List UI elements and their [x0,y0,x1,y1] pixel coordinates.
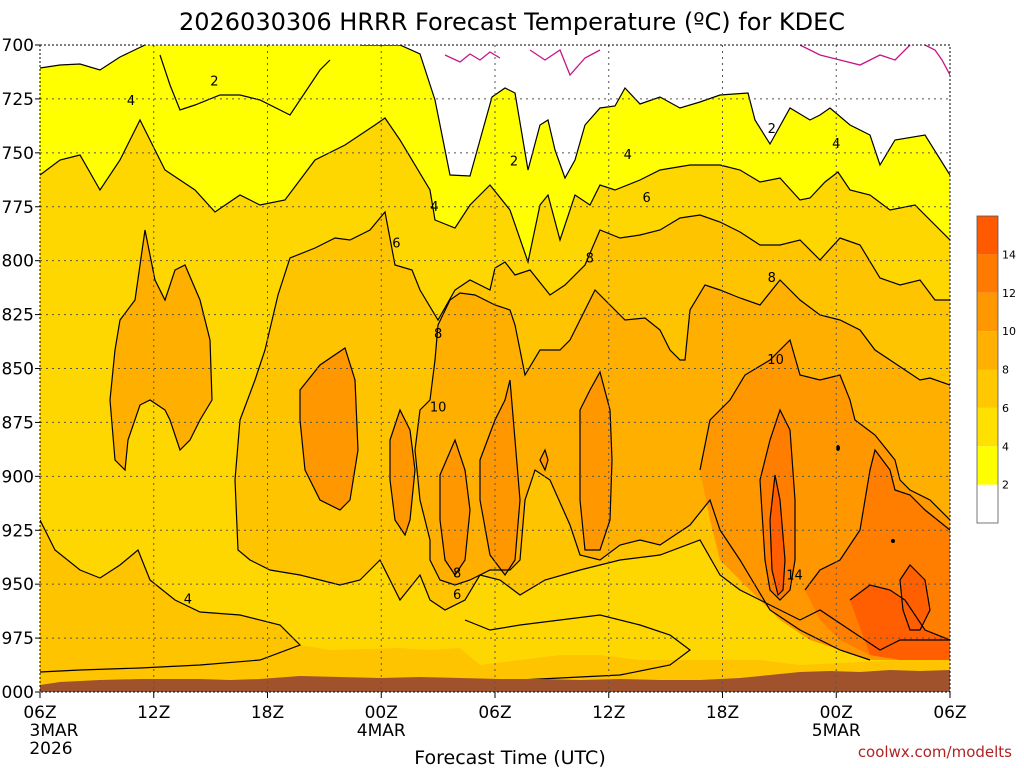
colorbar-label: 8 [1002,364,1009,377]
x-tick-label: 06Z [933,703,966,723]
colorbar-label: 6 [1002,402,1009,415]
colorbar-swatch [977,254,998,293]
contour-label: 14 [786,569,803,584]
colorbar-label: 14 [1002,248,1016,261]
y-tick-label: 925 [2,521,34,541]
contour-label: 4 [127,94,135,109]
contour-label: 2 [510,154,518,169]
contour-label: 4 [624,148,632,163]
y-tick-label: 1000 [0,683,34,703]
contour-line-4 [40,117,950,265]
y-tick-label: 825 [2,306,34,326]
freezing-contour [444,45,950,77]
x-tick-date: 5MAR [812,721,861,741]
colorbar-label: 2 [1002,479,1009,492]
y-tick-label: 900 [2,467,34,487]
contour-line-10c [439,438,471,577]
y-tick-label: 875 [2,413,34,433]
contour-line-12b [804,448,950,591]
freezing-contour-d [924,45,950,76]
contour-labels: 2 4 2 4 2 4 4 6 6 8 8 8 10 10 8 6 14 4 [127,75,841,608]
x-tick-label: 00Z [365,703,398,723]
contour-line-14c [849,584,950,641]
contour-line-10e [539,448,549,472]
y-tick-label: 775 [2,198,34,218]
contour-line-10a [299,347,359,511]
colorbar-label: 12 [1002,287,1016,300]
contour-label: 8 [768,271,776,286]
colorbar-swatch [977,484,998,523]
contour-line-4-lower [40,519,302,673]
colorbar-swatch [977,216,998,255]
colorbar-label: 10 [1002,325,1016,338]
contour-label: 8 [434,327,442,342]
colorbar-swatch [977,331,998,370]
contour-label: 10 [767,353,784,368]
x-tick-label: 12Z [592,703,625,723]
contour-label: 6 [453,588,461,603]
contour-lines [40,45,950,681]
contour-label: 4 [430,200,438,215]
contour-dot-a [836,445,840,451]
x-tick-label: 06Z [23,703,56,723]
contour-line-10f [579,370,613,551]
colorbar-swatch [977,292,998,332]
y-tick-label: 700 [2,36,34,56]
contour-dot-b [891,539,895,543]
contour-line-6-lower [464,614,691,681]
colorbar: 2 4 6 8 10 12 14 [976,215,1016,524]
freezing-contour-b [529,49,601,77]
colorbar-label: 4 [1002,440,1009,453]
y-tick-label: 750 [2,144,34,164]
contour-line-10g [699,338,950,521]
x-tick-label: 18Z [706,703,739,723]
chart-title: 2026030306 HRRR Forecast Temperature (ºC… [179,8,845,36]
plot-area [40,45,950,692]
contour-line-6 [234,210,950,651]
contour-line-14b [899,564,931,631]
contour-line-2 [40,45,950,180]
contour-label: 4 [832,137,840,152]
y-tick-label: 950 [2,575,34,595]
contour-label: 10 [430,400,447,415]
y-tick-label: 725 [2,90,34,110]
x-tick-date: 4MAR [357,721,406,741]
colorbar-swatch [977,407,998,447]
freezing-contour-c [799,45,911,66]
contour-label: 2 [768,122,776,137]
contour-line-10b [389,408,416,537]
colorbar-frame [976,215,999,524]
contour-label: 6 [392,236,400,251]
y-axis: 700 725 750 775 800 825 850 875 900 925 950 975 1000 [0,36,40,703]
y-tick-label: 975 [2,629,34,649]
x-tick-label: 00Z [820,703,853,723]
contour-line-12a [759,408,796,601]
contour-line-14a [769,474,786,597]
colorbar-swatch [977,369,998,408]
contour-line-8 [414,279,950,661]
y-tick-label: 800 [2,252,34,272]
gridlines [40,45,950,692]
x-tick-date: 3MAR [30,721,79,741]
contour-label: 4 [184,592,192,607]
colorbar-swatch [977,446,998,485]
freezing-contour-a [444,51,501,63]
contour-label: 8 [586,252,594,267]
contour-label: 6 [643,191,651,206]
contour-line-10d [479,379,521,577]
y-tick-label: 850 [2,360,34,380]
band-above-14 [770,475,950,660]
contour-label: 8 [453,566,461,581]
x-tick-label: 06Z [478,703,511,723]
x-axis-label: Forecast Time (UTC) [414,747,605,768]
credit-text: coolwx.com/modelts [858,743,1012,761]
contour-line-8-left [109,229,213,472]
x-tick-label: 12Z [137,703,170,723]
x-tick-label: 18Z [251,703,284,723]
x-tick-year: 2026 [29,739,72,759]
contour-label: 2 [210,75,218,90]
